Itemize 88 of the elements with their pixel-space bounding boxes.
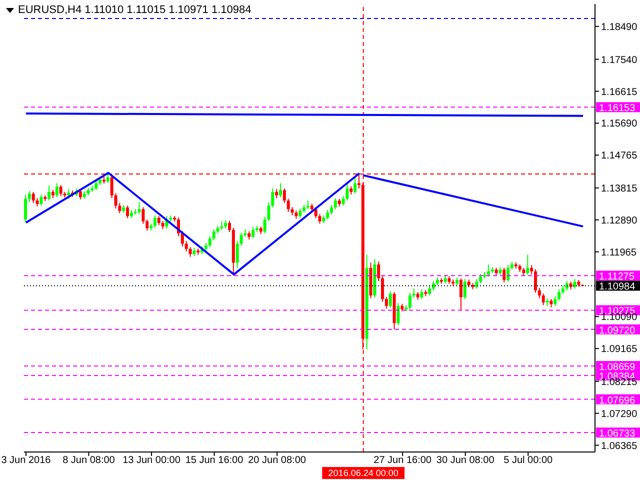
y-tick-label: 1.16615 [601,86,638,98]
candlestick [286,198,290,212]
ref-line-label: 1.07696 [599,395,636,406]
x-tick-label: 13 Jun 00:00 [122,455,181,466]
candlestick [146,219,149,232]
candlestick [208,236,212,248]
candlestick [59,184,62,197]
candlestick [384,296,388,310]
ref-line-label: 1.10984 [599,282,636,293]
candlestick [326,209,330,220]
candlestick [538,287,541,299]
x-tick-label: 20 Jun 08:00 [248,455,306,466]
candlestick [32,191,35,204]
candlestick [486,264,490,278]
candlestick [78,188,82,200]
candlestick [67,188,70,200]
candlestick [565,280,568,291]
candlestick [212,228,216,241]
candlestick [236,240,239,268]
candlestick [298,208,302,218]
candlestick [24,194,27,223]
candlestick [282,188,286,204]
candlestick [459,278,462,311]
y-tick-label: 1.17540 [601,54,638,66]
candlestick [94,180,98,191]
candlestick [279,182,282,198]
candlestick [428,285,432,296]
candlestick [126,205,129,219]
candlestick [558,288,561,302]
y-tick-label: 1.13815 [601,183,638,194]
y-tick-label: 1.09165 [601,344,638,356]
candlestick [396,302,400,326]
y-tick-label: 1.18490 [601,22,638,33]
candlestick [388,290,392,308]
x-tick-label: 5 Jul 00:00 [504,455,554,466]
candlestick [180,230,184,247]
candlestick [118,202,122,214]
ref-line-label: 1.06733 [599,428,636,440]
candlestick [40,194,43,206]
ref-line-label: 1.08659 [599,362,636,374]
candlestick [354,178,357,194]
candlestick [463,278,466,300]
x-tick-label: 30 Jun 08:00 [436,455,495,466]
candlestick [479,274,482,284]
x-tick-label: 3 Jun 2016 [1,455,52,466]
y-tick-label: 1.12890 [601,215,638,226]
y-tick-label: 1.07290 [601,408,638,420]
candlestick [334,198,337,210]
candlestick [138,202,141,215]
x-tick-label: 2016.06.24 00:00 [328,468,398,478]
candlestick [534,268,537,294]
ref-line-label: 1.16153 [599,103,636,114]
candlestick [420,288,424,300]
x-tick-label: 27 Jun 16:00 [374,455,432,466]
line-series [24,172,360,276]
candlestick [542,292,545,306]
candlestick [554,296,557,306]
candlestick [153,214,156,228]
candlestick [526,254,530,276]
candlestick [573,278,576,290]
candlestick [346,184,349,202]
x-tick-label: 15 Jun 16:00 [185,455,244,466]
y-tick-label: 1.06365 [601,440,638,452]
candlestick [502,267,506,283]
candlestick [28,190,31,203]
candlestick [48,185,51,201]
ref-line-label: 1.09720 [599,325,636,336]
y-tick-label: 1.15690 [601,118,638,130]
candlestick [408,292,412,310]
candlestick [432,280,435,291]
y-tick-label: 1.11965 [601,247,637,258]
candlestick [381,276,384,302]
x-tick-label: 8 Jun 08:00 [62,455,116,466]
ref-line-label: 1.11275 [599,272,635,283]
candlestick [240,232,243,246]
chart-title: EURUSD,H4 1.11010 1.11015 1.10971 1.10984 [18,4,252,16]
candlestick [271,188,274,208]
candlestick [184,240,188,252]
candlestick [55,182,58,198]
candlestick [330,204,333,215]
candlestick [188,246,192,258]
candlestick [142,206,145,224]
candlestick [252,226,255,239]
y-tick-label: 1.14765 [601,150,638,162]
candlestick [506,264,510,282]
candlestick [377,261,380,282]
candlestick [228,220,231,232]
candlestick [475,278,478,290]
